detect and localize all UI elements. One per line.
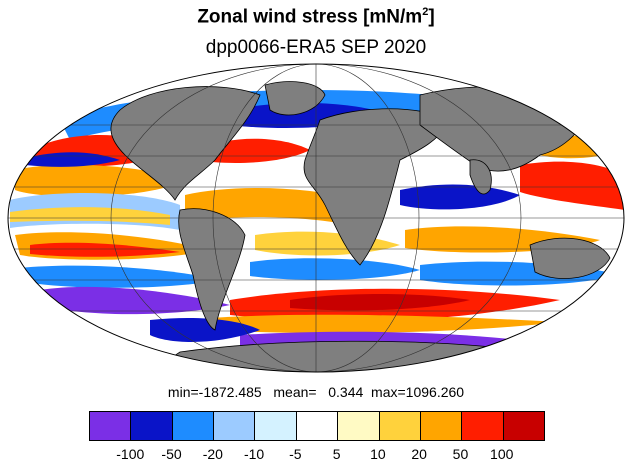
- legend-tick-label: -5: [289, 446, 302, 462]
- title-text: Zonal wind stress [mN/m: [197, 6, 423, 28]
- plot-subtitle: dpp0066-ERA5 SEP 2020: [205, 37, 427, 58]
- greenland-land: [264, 81, 326, 116]
- summary-statistics: min=-1872.485 mean= 0.344 max=1096.260: [167, 384, 465, 400]
- graticule-meridian: [212, 64, 420, 372]
- legend-tick-label: -100: [116, 446, 145, 462]
- legend-swatch: [131, 412, 173, 440]
- south-pacific-purple: [40, 286, 230, 315]
- legend-swatch: [90, 412, 132, 440]
- south-america-land: [178, 208, 246, 331]
- legend-swatch: [420, 412, 463, 440]
- legend-tick-label: 5: [332, 446, 341, 462]
- plot-title: Zonal wind stress [mN/m2]: [0, 6, 632, 28]
- legend-tick-label: 20: [411, 446, 427, 462]
- legend-tick-label: 10: [370, 446, 386, 462]
- legend-swatch: [214, 412, 256, 440]
- legend-ticks: -100 -50 -20 -10 -5 5 10 20 50 100: [0, 446, 632, 464]
- legend-swatch: [338, 412, 380, 440]
- title-exponent: 2: [422, 6, 429, 18]
- globe-outline: [7, 63, 625, 373]
- legend-tick-label: -20: [202, 446, 223, 462]
- legend-swatch: [503, 412, 544, 440]
- legend-tick-label: -10: [243, 446, 265, 462]
- legend-swatch: [172, 412, 215, 440]
- southern-ocean-darkred: [290, 294, 470, 311]
- south-pacific-red: [30, 242, 180, 257]
- color-legend: [89, 411, 545, 441]
- legend-swatch: [296, 412, 339, 440]
- indian-ocean-blue: [400, 184, 520, 210]
- graticule-meridian: [110, 64, 522, 372]
- north-america-land: [110, 86, 261, 201]
- south-pacific-blue-band: [20, 265, 220, 288]
- legend-swatch: [462, 412, 504, 440]
- legend-swatch: [379, 412, 421, 440]
- title-bracket: ]: [428, 6, 435, 28]
- antarctic-blue: [150, 318, 260, 342]
- legend-tick-label: 100: [490, 446, 514, 462]
- west-pacific-red: [520, 161, 624, 210]
- australia-land: [529, 237, 611, 279]
- south-atlantic-blue: [250, 258, 420, 280]
- southern-ocean-orange: [210, 314, 560, 334]
- legend-swatch: [255, 412, 297, 440]
- legend-tick-label: 50: [452, 446, 469, 462]
- north-pacific-orange: [15, 164, 185, 197]
- legend-tick-label: -50: [161, 446, 182, 462]
- india-land: [469, 159, 492, 195]
- tropical-pacific-yellow: [10, 207, 170, 225]
